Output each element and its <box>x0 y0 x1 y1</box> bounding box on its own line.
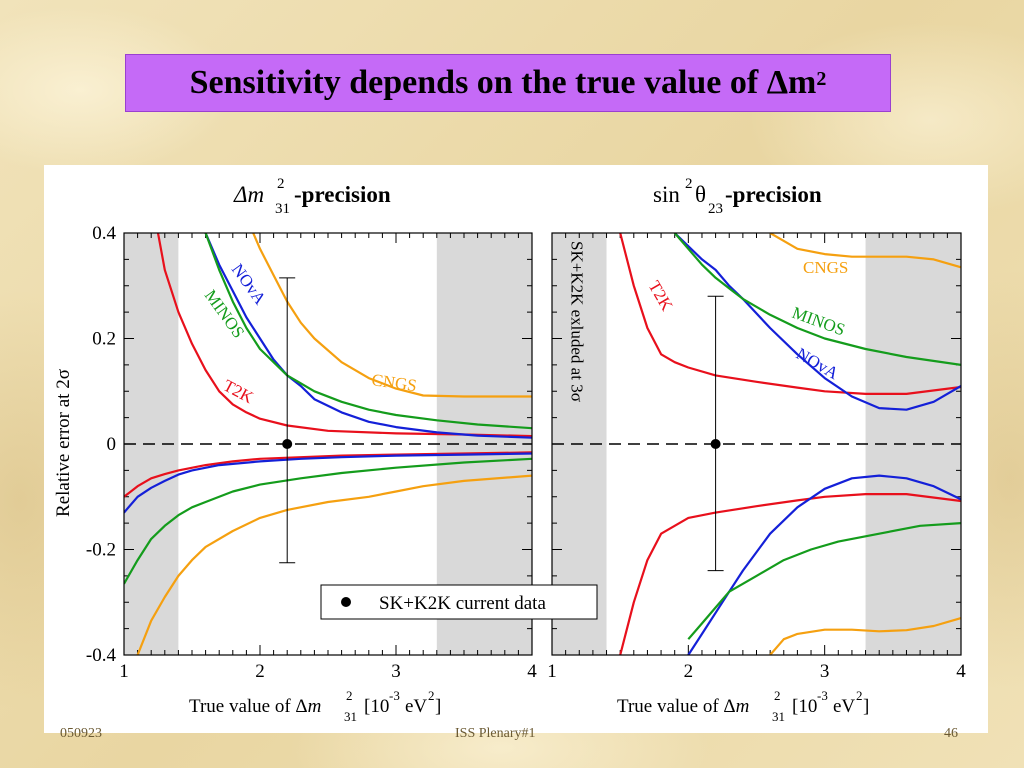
svg-text:2: 2 <box>856 688 863 703</box>
right-series-cngs-lower <box>769 617 961 655</box>
right-plot-title-sup: 2 <box>685 176 693 192</box>
left-y-tick-label: 0.4 <box>92 223 116 244</box>
figure-panel: NOvA MINOS T2K CNGS 1 2 3 4 -0.4 -0.2 0 0.2 0.4 SK+K… <box>44 165 988 733</box>
svg-text:eV: eV <box>833 696 855 717</box>
right-x-tick-label: 3 <box>820 661 830 682</box>
svg-text:True value of Δm: True value of Δm <box>189 696 321 717</box>
svg-text:True value of Δm: True value of Δm <box>617 696 749 717</box>
left-plot-title: -precision <box>294 182 391 207</box>
svg-text:[10: [10 <box>364 696 389 717</box>
left-plot-title-sub: 31 <box>275 201 290 217</box>
footer-date: 050923 <box>60 726 102 741</box>
right-data-point <box>710 439 721 449</box>
svg-text:31: 31 <box>344 709 357 724</box>
right-x-tick-label: 4 <box>956 661 966 682</box>
right-plot-title-theta: θ <box>695 182 706 207</box>
right-plot-title-prefix: sin <box>653 182 680 207</box>
svg-text:31: 31 <box>772 709 785 724</box>
footer-event: ISS Plenary#1 <box>455 726 536 741</box>
right-series-minos-upper <box>673 233 961 366</box>
left-y-tick-label: -0.4 <box>86 645 117 666</box>
left-data-point <box>282 439 293 449</box>
left-x-tick-label: 3 <box>391 661 401 682</box>
sin2theta-precision-plot: SK+K2K exluded at 3σ CNGS T2K MINOS NOvA 1 2 3 4 <box>547 232 966 682</box>
left-label-t2k: T2K <box>220 376 257 408</box>
legend-marker <box>341 597 351 607</box>
left-series-nova-lower <box>124 452 532 514</box>
right-plot-frame <box>551 232 962 656</box>
svg-text:-3: -3 <box>817 688 828 703</box>
slide-title: Sensitivity depends on the true value of… <box>125 54 891 112</box>
right-series-nova-lower <box>687 474 961 655</box>
svg-text:[10: [10 <box>792 696 817 717</box>
left-x-tick-label: 1 <box>119 661 129 682</box>
right-series-minos-lower <box>687 522 961 640</box>
right-excluded-label: SK+K2K exluded at 3σ <box>567 241 586 402</box>
svg-text:2: 2 <box>428 688 435 703</box>
left-x-tick-label: 2 <box>255 661 265 682</box>
left-y-tick-label: 0.2 <box>92 329 116 350</box>
left-curves <box>124 233 532 655</box>
left-label-nova: NOvA <box>228 260 270 308</box>
svg-text:eV: eV <box>405 696 427 717</box>
footer-page-number: 46 <box>944 726 958 741</box>
legend: SK+K2K current data <box>320 584 598 620</box>
right-label-t2k: T2K <box>645 278 677 315</box>
left-series-nova-upper <box>204 233 532 439</box>
svg-text:]: ] <box>863 696 869 717</box>
left-series-t2k-upper <box>156 233 532 438</box>
left-y-tick-label: -0.2 <box>86 540 116 561</box>
right-x-tick-label: 1 <box>547 661 557 682</box>
left-series-minos-upper <box>204 233 532 430</box>
right-series-nova-upper <box>673 233 961 411</box>
svg-text:2: 2 <box>346 688 353 703</box>
svg-text:-3: -3 <box>389 688 400 703</box>
left-x-axis-label: True value of Δm 2 31 [10 -3 eV 2 ] <box>189 688 441 724</box>
right-series-cngs-upper <box>769 233 961 269</box>
right-plot-title: -precision <box>725 182 822 207</box>
left-series-cngs-lower <box>136 474 532 655</box>
left-plot-frame <box>123 232 533 656</box>
left-series-minos-lower <box>124 457 532 585</box>
left-minor-ticks <box>123 232 533 656</box>
left-y-tick-label: 0 <box>107 434 117 455</box>
right-plot-title-sub: 23 <box>708 201 723 217</box>
y-axis-label: Relative error at 2σ <box>53 369 74 517</box>
svg-text:]: ] <box>435 696 441 717</box>
left-label-minos: MINOS <box>201 286 249 341</box>
svg-text:2: 2 <box>774 688 781 703</box>
left-label-cngs: CNGS <box>370 370 418 395</box>
right-label-nova: NOvA <box>793 344 842 383</box>
right-x-axis-label: True value of Δm 2 31 [10 -3 eV 2 ] <box>617 688 869 724</box>
right-label-minos: MINOS <box>790 303 848 340</box>
left-plot-title-prefix: Δm <box>233 182 264 207</box>
left-series-cngs-upper <box>252 233 532 398</box>
slide-title-text: Sensitivity depends on the true value of… <box>189 64 817 101</box>
legend-label: SK+K2K current data <box>379 593 546 614</box>
right-x-tick-label: 2 <box>684 661 694 682</box>
slide-title-superscript: 2 <box>816 67 827 90</box>
right-label-cngs: CNGS <box>803 258 848 277</box>
left-plot-title-sup: 2 <box>277 176 285 192</box>
left-x-tick-label: 4 <box>527 661 537 682</box>
legend-box <box>320 584 598 620</box>
